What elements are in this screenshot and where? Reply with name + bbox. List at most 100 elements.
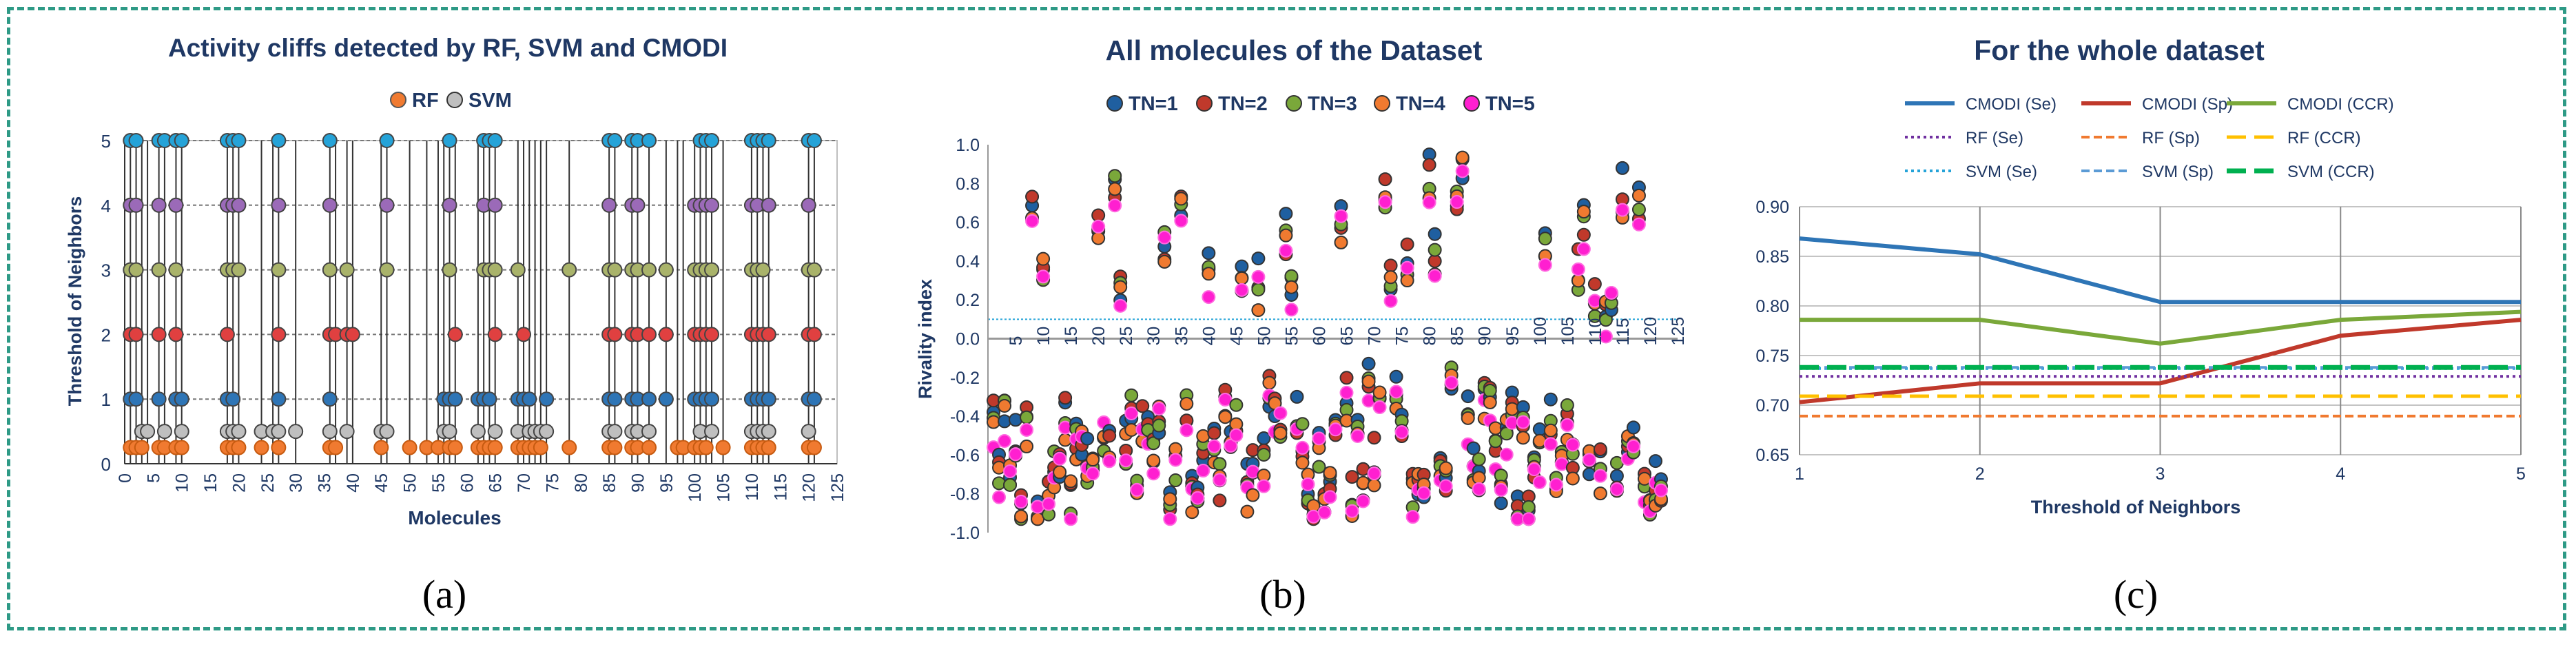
legend-label-tn5: TN=5 (1485, 93, 1535, 115)
panel-b-ytick-label: -0.8 (950, 485, 980, 504)
panel-b-point (1543, 423, 1558, 438)
panel-b-point (1053, 451, 1067, 466)
legend-label-cmodi-ccr-: CMODI (CCR) (2287, 95, 2394, 114)
panel-b-point (1312, 460, 1326, 474)
panel-a-point (379, 262, 395, 278)
panel-a-point (442, 133, 457, 148)
panel-a-point (607, 327, 623, 342)
panel-b-point (1372, 400, 1387, 415)
panel-b-point (1179, 396, 1194, 411)
legend-marker-svm (446, 92, 463, 108)
panel-b-point (1014, 495, 1029, 509)
panel-a-point (442, 262, 457, 278)
legend-label-rf-ccr-: RF (CCR) (2287, 129, 2361, 147)
panel-b-point (1152, 402, 1166, 416)
panel-b-point (1560, 418, 1574, 432)
panel-b-point (1317, 505, 1332, 520)
panel-b-xtick-label: 115 (1614, 318, 1633, 346)
panel-b-point (1003, 464, 1018, 478)
legend-marker-rf (390, 92, 406, 108)
panel-b-point (1262, 376, 1277, 390)
panel-b-point (1240, 504, 1255, 519)
panel-b-point (1003, 477, 1018, 492)
panel-b-xtick-label: 45 (1227, 327, 1246, 346)
panel-b-point (1102, 429, 1117, 443)
panel-a-point (761, 424, 776, 440)
panel-b-point (1499, 427, 1514, 441)
panel-b-point (1174, 214, 1188, 228)
panel-a-point (156, 424, 172, 440)
panel-b-xtick-label: 15 (1062, 327, 1081, 346)
panel-a-ytick-label: 3 (101, 260, 111, 281)
series-line-cmodi-ccr- (1800, 309, 2522, 346)
panel-b-point (1538, 258, 1552, 272)
panel-a-point (801, 197, 816, 213)
legend-label-cmodi-se-: CMODI (Se) (1966, 95, 2057, 114)
panel-b-point (1135, 399, 1150, 413)
panel-b-point (1174, 192, 1188, 206)
panel-b-point (1257, 431, 1271, 446)
panel-a-point (168, 197, 184, 213)
panel-b-point (1494, 496, 1508, 511)
panel-b-point (1246, 488, 1260, 502)
panel-c-xtick-label: 1 (1795, 464, 1804, 484)
panel-b-point (1157, 254, 1172, 269)
panel-a-point (561, 440, 577, 455)
panel-a-point (271, 133, 287, 148)
panel-b-point (1251, 303, 1266, 318)
panel-b-point (1416, 486, 1431, 500)
panel-b-point (1108, 198, 1122, 213)
panel-b-xtick-label: 35 (1172, 327, 1191, 346)
panel-a-point (607, 133, 623, 148)
panel-c-xtick-label: 4 (2336, 464, 2345, 484)
panel-c-title: For the whole dataset (1974, 34, 2265, 66)
panel-a-point (607, 391, 623, 407)
panel-b-point (1025, 214, 1040, 228)
panel-b-point (1378, 195, 1392, 209)
panel-c-caption: (c) (2114, 572, 2158, 617)
panel-a-point (806, 133, 822, 148)
panel-b-point (1356, 475, 1370, 490)
panel-a-point (128, 197, 144, 213)
panel-a-point (379, 133, 395, 148)
series-line-cmodi-sp- (1799, 318, 2522, 404)
panel-b-xtick-label: 105 (1558, 317, 1578, 346)
panel-b-point (1290, 389, 1304, 404)
panel-a-point (231, 133, 247, 148)
panel-a-point (322, 262, 338, 278)
panel-a-title: Activity cliffs detected by RF, SVM and … (168, 34, 728, 62)
panel-a-xtick-label: 45 (372, 473, 391, 493)
panel-b-point (1593, 469, 1607, 483)
panel-b-point (1213, 457, 1227, 471)
panel-b-point (1367, 478, 1381, 493)
panel-a-point (704, 327, 720, 342)
panel-a-point (168, 262, 184, 278)
panel-a-point (516, 327, 532, 342)
panel-a-point (704, 424, 720, 440)
panel-b-point (1086, 453, 1100, 467)
panel-b-point (1631, 203, 1646, 217)
panel-b-point (1653, 483, 1668, 497)
panel-b-point (1372, 385, 1387, 400)
panel-b-ytick-label: -0.2 (950, 369, 980, 388)
panel-a-point (231, 424, 247, 440)
panel-a-point (128, 327, 144, 342)
panel-a-point (339, 424, 355, 440)
panel-b-xtick-label: 120 (1641, 317, 1660, 346)
panel-b-point (1279, 228, 1293, 243)
panel-c-xtick-label: 3 (2156, 464, 2165, 484)
panel-b-ytick-label: 0.4 (956, 252, 980, 271)
panel-b-point (1146, 453, 1161, 468)
panel-b-point (1527, 462, 1541, 477)
panel-a-point (487, 424, 503, 440)
series-line-cmodi-se- (1799, 236, 2521, 305)
panel-b-xtick-label: 55 (1282, 327, 1301, 346)
panel-a-point (328, 440, 344, 455)
panel-a-xtick-label: 5 (144, 473, 163, 483)
panel-a-point (322, 197, 338, 213)
panel-a-point (322, 391, 338, 407)
panel-b-point (1576, 227, 1591, 242)
legend-label-svm-ccr-: SVM (CCR) (2287, 163, 2375, 181)
panel-b-point (1251, 283, 1266, 297)
panel-c-xlabel: Threshold of Neighbors (2031, 497, 2241, 517)
